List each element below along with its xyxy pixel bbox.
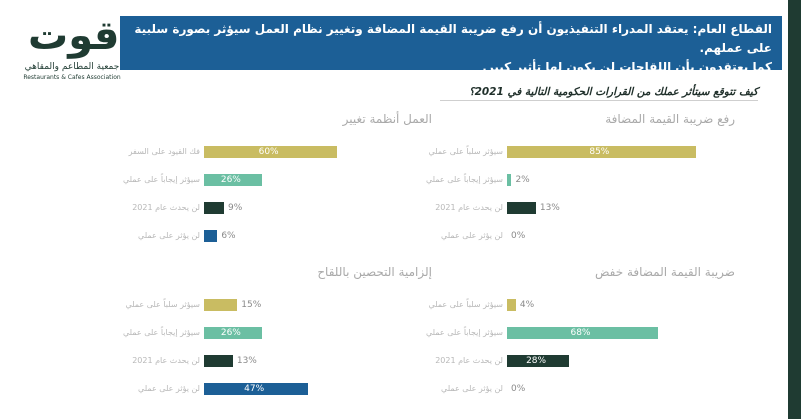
chart-row: لن يحدث عام 2021 13% <box>435 202 735 216</box>
bar <box>204 230 218 242</box>
data-label: 26% <box>220 328 241 338</box>
data-label: 68% <box>570 328 591 338</box>
category-label: لن يؤثر على عملي <box>138 231 200 240</box>
chart-panel-mandatory-vaccination: إلزامية التحصين باللقاح سيؤثر سلباً على … <box>123 265 432 415</box>
chart-panel-vat-increase: رفع ضريبة القيمة المضافة سيؤثر سلباً على… <box>426 112 735 262</box>
category-label: سيؤثر سلباً على عملي <box>428 300 503 309</box>
data-label: 26% <box>220 175 241 185</box>
logo-subtitle-english: Restaurants & Cafes Association <box>23 74 121 81</box>
chart-title: إلزامية التحصين باللقاح <box>317 265 432 279</box>
chart-title: ضريبة القيمة المضافة خفض <box>594 265 735 279</box>
data-label: 13% <box>236 356 257 366</box>
data-label: 4% <box>519 300 535 310</box>
data-label: 9% <box>227 203 243 213</box>
data-label: 13% <box>539 203 560 213</box>
bar <box>204 383 309 395</box>
chart-row: سيؤثر سلباً على عملي 85% <box>428 146 735 160</box>
bar <box>204 299 238 311</box>
chart-row: لن يحدث عام 2021 28% <box>435 355 735 369</box>
bar <box>507 327 658 339</box>
chart-title: العمل أنظمة تغيير <box>342 112 432 126</box>
data-label: 15% <box>241 300 262 310</box>
category-label: سيؤثر سلباً على عملي <box>125 300 200 309</box>
bar <box>507 174 512 186</box>
survey-question: كيف تتوقع سيتأثر عملك من القرارات الحكوم… <box>440 86 758 101</box>
category-label: لن يؤثر على عملي <box>441 231 503 240</box>
data-label: 0% <box>511 231 526 241</box>
logo: قوت جمعية المطاعم والمقاهي Restaurants &… <box>22 12 122 82</box>
category-label: لن يحدث عام 2021 <box>132 203 200 212</box>
category-label: لن يؤثر على عملي <box>138 384 200 393</box>
logo-subtitle-arabic: جمعية المطاعم والمقاهي <box>24 62 120 72</box>
bar <box>507 202 536 214</box>
category-label: فك القيود على السفر <box>128 147 200 156</box>
category-label: سيؤثر إيجاباً على عملي <box>425 328 503 337</box>
chart-panel-labor-system-change: العمل أنظمة تغيير فك القيود على السفر 60%… <box>123 112 432 262</box>
header-banner: القطاع العام: يعتقد المدراء التنفيذيون أ… <box>120 16 782 74</box>
category-label: سيؤثر سلباً على عملي <box>428 147 503 156</box>
chart-row: سيؤثر إيجاباً على عملي 26% <box>123 327 432 341</box>
category-label: لن يحدث عام 2021 <box>435 203 503 212</box>
data-label: 6% <box>221 231 236 241</box>
header-line-1: القطاع العام: يعتقد المدراء التنفيذيون أ… <box>134 22 772 55</box>
bar <box>204 202 224 214</box>
bar <box>204 355 233 367</box>
chart-row: لن يؤثر على عملي 6% <box>132 230 432 244</box>
bar <box>204 327 262 339</box>
header-line-2: كما يعتقدون بأن اللقاحات لن يكون لها تأث… <box>482 60 772 74</box>
data-label: 28% <box>526 356 547 366</box>
chart-row: سيؤثر إيجاباً على عملي 26% <box>123 174 432 188</box>
right-edge-strip <box>788 0 801 419</box>
chart-row: لن يؤثر على عملي 47% <box>132 383 432 397</box>
logo-mark: قوت <box>28 13 120 59</box>
data-label: 85% <box>589 147 610 157</box>
chart-row: سيؤثر إيجاباً على عملي 2% <box>426 174 735 188</box>
category-label: سيؤثر إيجاباً على عملي <box>122 328 200 337</box>
chart-row: سيؤثر سلباً على عملي 15% <box>125 299 432 313</box>
bar <box>507 146 696 158</box>
bar <box>507 299 516 311</box>
chart-row: لن يؤثر على عملي 0% <box>435 383 735 397</box>
category-label: سيؤثر إيجاباً على عملي <box>122 175 200 184</box>
chart-panel-vat-decrease: ضريبة القيمة المضافة خفض سيؤثر سلباً على… <box>426 265 735 415</box>
bar <box>204 146 338 158</box>
category-label: لن يحدث عام 2021 <box>132 356 200 365</box>
header-text: القطاع العام: يعتقد المدراء التنفيذيون أ… <box>127 20 772 77</box>
chart-row: لن يؤثر على عملي 0% <box>435 230 735 244</box>
category-label: سيؤثر إيجاباً على عملي <box>425 175 503 184</box>
bar <box>204 174 262 186</box>
chart-title: رفع ضريبة القيمة المضافة <box>605 112 735 126</box>
bar <box>507 355 570 367</box>
data-label: 47% <box>244 384 265 394</box>
chart-row: سيؤثر سلباً على عملي 4% <box>428 299 735 313</box>
data-label: 0% <box>511 384 526 394</box>
chart-row: سيؤثر إيجاباً على عملي 68% <box>426 327 735 341</box>
category-label: لن يؤثر على عملي <box>441 384 503 393</box>
chart-row: فك القيود على السفر 60% <box>129 146 432 160</box>
category-label: لن يحدث عام 2021 <box>435 356 503 365</box>
chart-row: لن يحدث عام 2021 9% <box>132 202 432 216</box>
chart-row: لن يحدث عام 2021 13% <box>132 355 432 369</box>
data-label: 2% <box>515 175 530 185</box>
data-label: 60% <box>258 147 279 157</box>
